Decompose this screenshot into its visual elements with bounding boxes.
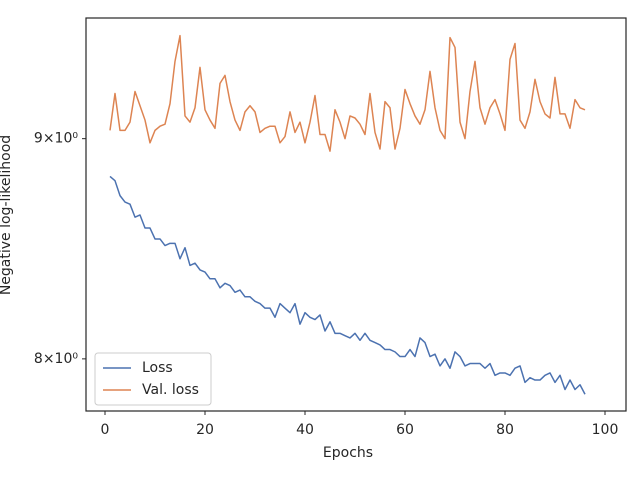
x-axis-label: Epochs — [323, 445, 373, 461]
x-tick-label: 80 — [496, 422, 514, 438]
line-series — [109, 175, 586, 395]
x-tick-label: 40 — [296, 422, 314, 438]
line-series — [109, 34, 586, 152]
x-tick-label: 100 — [592, 422, 619, 438]
x-tick-label: 20 — [196, 422, 214, 438]
x-tick-label: 60 — [396, 422, 414, 438]
x-tick-label: 0 — [101, 422, 110, 438]
y-axis-label: Negative log-likelihood — [0, 135, 14, 295]
legend-label: Loss — [142, 360, 173, 376]
legend-label: Val. loss — [142, 382, 199, 398]
legend-box — [94, 352, 212, 406]
axes-frame — [85, 17, 627, 412]
y-tick-label: 8×10⁰ — [34, 351, 78, 367]
y-tick-label: 9×10⁰ — [34, 131, 78, 147]
